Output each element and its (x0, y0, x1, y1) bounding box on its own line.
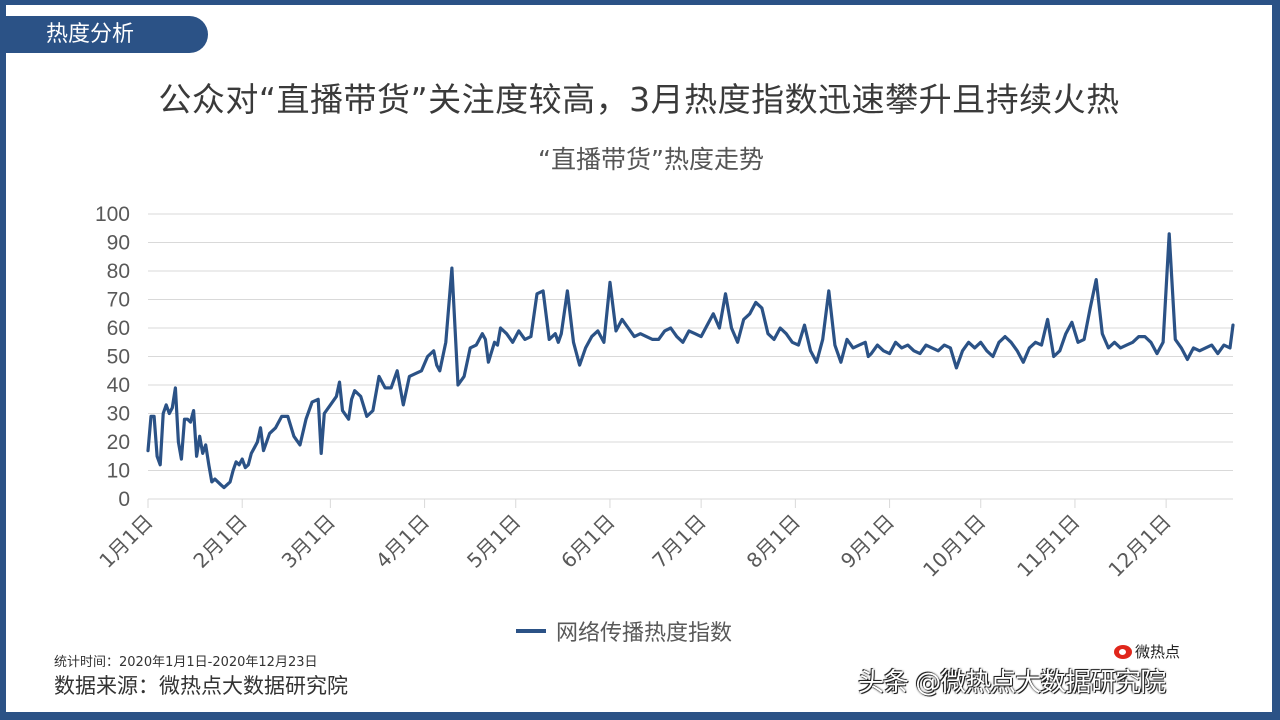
watermark: 头条 @微热点大数据研究院 (858, 668, 1166, 698)
watermark-logo-text: 微热点 (1135, 643, 1181, 661)
x-tick-label: 4月1日 (371, 510, 434, 573)
series-line-heat-index (146, 232, 1235, 490)
x-tick-label: 10月1日 (918, 510, 990, 582)
x-tick-label: 6月1日 (556, 510, 619, 573)
y-tick-label: 20 (107, 431, 130, 454)
y-tick-label: 10 (107, 460, 130, 483)
y-tick-label: 70 (107, 289, 130, 312)
y-tick-label: 50 (107, 346, 130, 369)
weibo-logo: 微热点 (1114, 641, 1180, 662)
y-tick-label: 30 (107, 403, 130, 426)
x-tick-label: 7月1日 (647, 510, 710, 573)
y-tick-label: 40 (107, 374, 130, 397)
page-title: 公众对“直播带货”关注度较高，3月热度指数迅速攀升且持续火热 (158, 80, 1120, 119)
y-tick-label: 80 (107, 260, 130, 283)
chart-gridlines (148, 213, 1233, 500)
x-tick-label: 8月1日 (742, 510, 805, 573)
stat-time-note: 统计时间：2020年1月1日-2020年12月23日 (54, 655, 318, 670)
y-tick-label: 0 (118, 488, 130, 511)
x-tick-label: 5月1日 (462, 510, 525, 573)
y-tick-label: 100 (95, 203, 130, 226)
x-tick-label: 1月1日 (94, 510, 157, 573)
x-tick-label: 2月1日 (188, 510, 251, 573)
x-axis: 1月1日 2月1日 3月1日 4月1日 5月1日 6月1日 7月1日 8月1日 9月1日 10月1… (94, 499, 1176, 582)
x-tick-label: 9月1日 (836, 510, 899, 573)
legend-label: 网络传播热度指数 (556, 621, 733, 646)
chart-legend: 网络传播热度指数 (516, 615, 732, 647)
x-tick-label: 3月1日 (277, 510, 340, 573)
y-tick-label: 60 (107, 317, 130, 340)
chart-title: “直播带货”热度走势 (538, 145, 764, 174)
legend-line-swatch-icon (516, 629, 546, 633)
data-source-note: 数据来源：微热点大数据研究院 (54, 674, 348, 698)
y-axis: 0 10 20 30 40 50 60 70 80 90 100 (95, 203, 130, 511)
section-tab: 热度分析 (6, 16, 208, 53)
y-tick-label: 90 (107, 232, 130, 255)
x-tick-label: 12月1日 (1103, 510, 1175, 582)
x-tick-label: 11月1日 (1012, 510, 1084, 582)
slide: 热度分析 公众对“直播带货”关注度较高，3月热度指数迅速攀升且持续火热 (6, 5, 1272, 712)
weibo-eye-icon (1114, 644, 1132, 659)
